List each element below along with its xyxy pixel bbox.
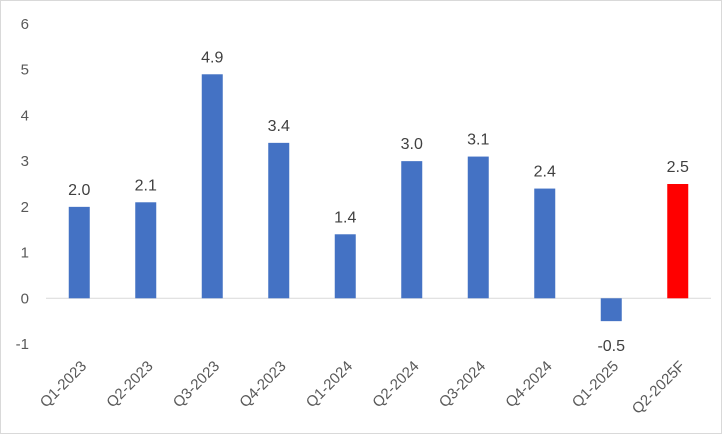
bar-q4-2024 <box>534 188 556 299</box>
x-category-label: Q2-2024 <box>369 358 422 411</box>
x-axis-category-labels: Q1-2023 Q2-2023 Q3-2023 Q4-2023 Q1-2024 Q2-20… <box>37 358 689 418</box>
y-tick-label: 2 <box>21 199 29 216</box>
bar-q1-2023 <box>68 206 90 299</box>
bar-q2-2025f <box>667 184 689 299</box>
bar-q4-2023 <box>268 142 290 299</box>
x-category-label: Q1-2023 <box>37 358 90 411</box>
y-tick-label: 6 <box>21 16 29 33</box>
y-axis-ticks: -1 0 1 2 3 4 5 6 <box>16 16 29 353</box>
data-label: 1.4 <box>334 209 356 226</box>
x-category-label: Q2-2023 <box>103 358 156 411</box>
data-label: -0.5 <box>597 338 625 355</box>
y-tick-label: 0 <box>21 290 29 307</box>
x-category-label: Q1-2025 <box>569 358 622 411</box>
y-tick-label: 1 <box>21 245 29 262</box>
data-label: 3.0 <box>401 136 423 153</box>
bar-q2-2023 <box>135 202 157 299</box>
x-category-label: Q3-2024 <box>436 358 489 411</box>
x-category-label: Q2-2025F <box>629 358 689 418</box>
x-category-label: Q4-2023 <box>236 358 289 411</box>
bar-q1-2025 <box>600 298 622 322</box>
data-label: 2.5 <box>667 159 689 176</box>
x-category-label: Q3-2023 <box>170 358 223 411</box>
data-label: 3.4 <box>268 118 290 135</box>
y-tick-label: 3 <box>21 153 29 170</box>
y-tick-label: 5 <box>21 62 29 79</box>
y-tick-label: -1 <box>16 336 29 353</box>
data-label: 2.1 <box>135 177 157 194</box>
x-category-label: Q4-2024 <box>502 358 555 411</box>
data-labels-group: 2.0 2.1 4.9 3.4 1.4 3.0 3.1 2.4 -0.5 2.5 <box>68 49 689 355</box>
x-category-label: Q1-2024 <box>303 358 356 411</box>
data-label: 2.0 <box>68 182 90 199</box>
bar-q2-2024 <box>401 161 423 299</box>
data-label: 2.4 <box>534 164 556 181</box>
bar-q1-2024 <box>334 234 356 299</box>
data-label: 3.1 <box>467 132 489 149</box>
bars-group <box>68 74 689 322</box>
bar-q3-2024 <box>467 156 489 299</box>
bar-q3-2023 <box>201 74 223 299</box>
data-label: 4.9 <box>201 49 223 66</box>
y-tick-label: 4 <box>21 107 29 124</box>
